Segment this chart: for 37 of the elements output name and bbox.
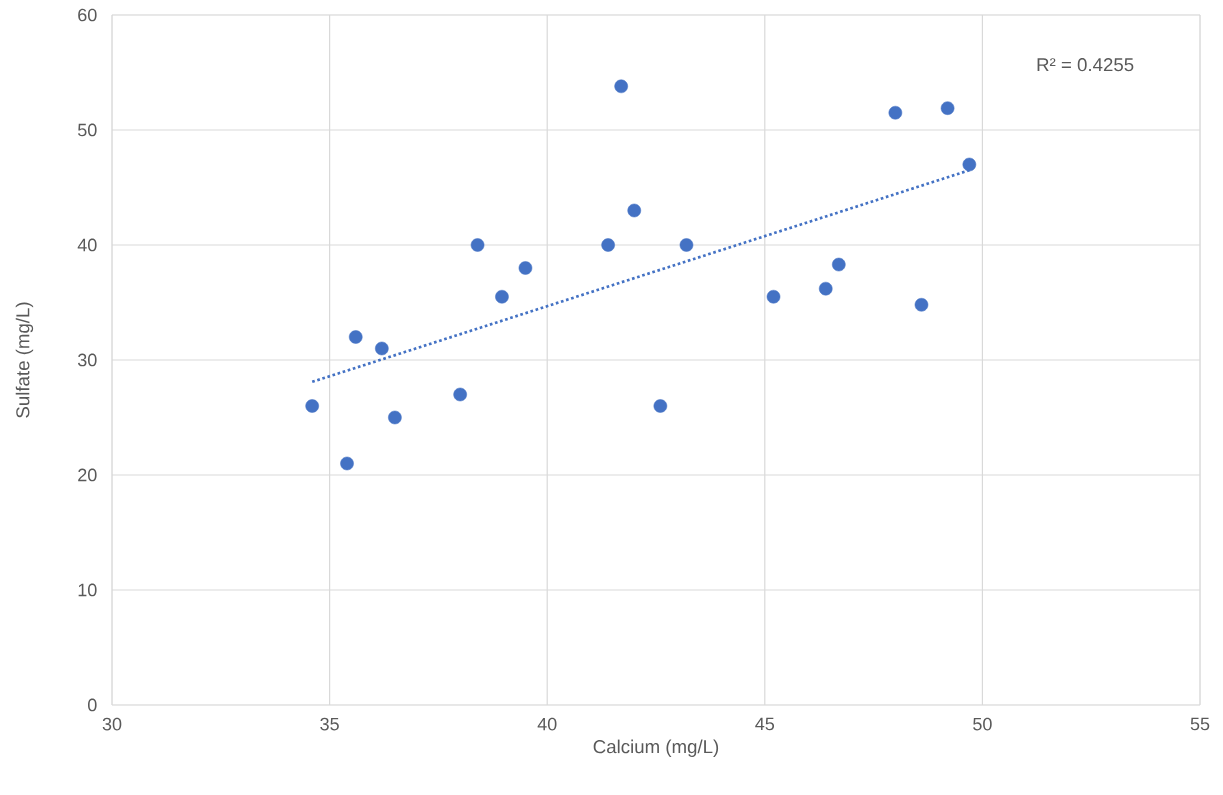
x-tick-label: 45 (755, 717, 775, 731)
point (940, 101, 955, 115)
point (375, 341, 389, 356)
y-tick-label: 60 (78, 8, 97, 22)
point (340, 456, 354, 471)
point (495, 289, 509, 304)
y-tick-label: 30 (77, 353, 97, 367)
point (679, 238, 694, 252)
x-tick-label: 30 (102, 717, 122, 731)
point (832, 257, 846, 272)
point (305, 399, 319, 413)
point (614, 79, 628, 94)
point (818, 281, 833, 296)
y-tick-label: 20 (78, 468, 97, 482)
point (388, 410, 402, 425)
point (453, 387, 467, 402)
x-tick-label: 55 (1190, 717, 1210, 731)
point (766, 289, 781, 304)
y-axis-title: Sulfate (mg/L) (15, 302, 34, 418)
annotation: R² = 0.4255 (1037, 58, 1134, 72)
y-tick-label: 50 (77, 123, 97, 137)
point (962, 157, 977, 172)
x-tick-label: 35 (320, 717, 339, 731)
point (627, 203, 642, 218)
point (348, 330, 363, 344)
y-tick-label: 0 (88, 698, 97, 712)
point (653, 399, 668, 413)
x-tick-label: 50 (973, 717, 992, 731)
point (601, 238, 615, 252)
point (518, 261, 533, 275)
x-axis-title: Calcium (mg/L) (593, 739, 719, 757)
point (914, 298, 929, 312)
x-tick-label: 40 (537, 717, 557, 731)
point (888, 105, 903, 120)
y-tick-label: 10 (78, 583, 97, 597)
point (470, 238, 485, 252)
y-tick-label: 40 (77, 238, 97, 252)
